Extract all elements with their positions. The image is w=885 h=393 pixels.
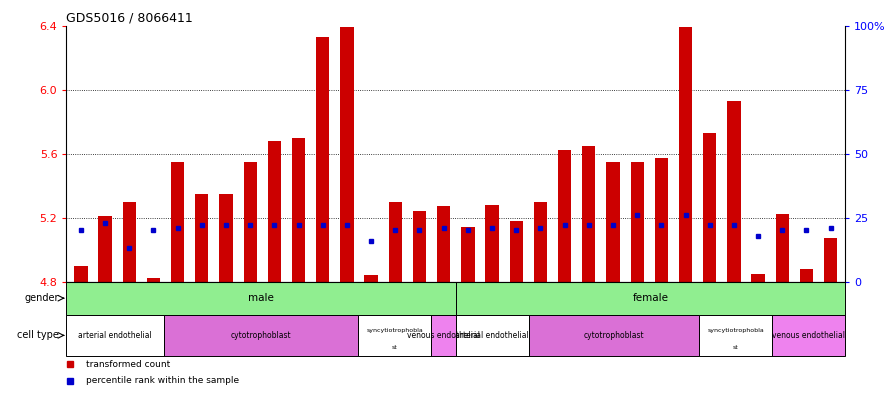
Bar <box>679 27 692 282</box>
Bar <box>630 162 643 282</box>
Text: cell type: cell type <box>17 331 59 340</box>
Bar <box>268 141 281 282</box>
Bar <box>437 206 450 282</box>
Bar <box>528 315 699 356</box>
Bar <box>655 158 668 282</box>
Text: percentile rank within the sample: percentile rank within the sample <box>86 376 239 385</box>
Text: arterial endothelial: arterial endothelial <box>78 331 152 340</box>
Bar <box>558 151 571 282</box>
Bar <box>432 315 456 356</box>
Bar <box>365 275 378 282</box>
Text: transformed count: transformed count <box>86 360 170 369</box>
Bar <box>727 101 741 282</box>
Bar <box>412 211 427 282</box>
Bar <box>98 216 112 282</box>
Text: gender: gender <box>25 293 59 303</box>
Bar <box>66 282 456 315</box>
Bar <box>461 227 474 282</box>
Text: GDS5016 / 8066411: GDS5016 / 8066411 <box>66 11 193 24</box>
Bar <box>171 162 184 282</box>
Bar <box>703 133 716 282</box>
Bar <box>800 269 813 282</box>
Text: female: female <box>633 293 668 303</box>
Bar <box>485 205 499 282</box>
Bar <box>292 138 305 282</box>
Bar <box>699 315 772 356</box>
Text: arterial endothelial: arterial endothelial <box>456 331 529 340</box>
Bar <box>775 215 789 282</box>
Bar <box>316 37 329 282</box>
Bar <box>147 279 160 282</box>
Bar <box>164 315 358 356</box>
Bar <box>824 239 837 282</box>
Bar <box>534 202 547 282</box>
Bar <box>243 162 257 282</box>
Text: male: male <box>248 293 274 303</box>
Text: venous endothelial: venous endothelial <box>773 331 845 340</box>
Bar <box>358 315 431 356</box>
Text: syncytiotrophobla: syncytiotrophobla <box>707 328 764 333</box>
Bar <box>456 315 528 356</box>
Bar <box>66 315 164 356</box>
Bar <box>196 194 209 282</box>
Text: st: st <box>392 345 397 350</box>
Text: venous endothelial: venous endothelial <box>407 331 480 340</box>
Text: cytotrophoblast: cytotrophoblast <box>231 331 291 340</box>
Bar <box>219 194 233 282</box>
Bar <box>772 315 845 356</box>
Bar <box>123 202 136 282</box>
Text: st: st <box>733 345 738 350</box>
Bar <box>341 27 354 282</box>
Bar <box>74 266 88 282</box>
Bar <box>582 145 596 282</box>
Text: syncytiotrophobla: syncytiotrophobla <box>366 328 423 333</box>
Bar <box>606 162 619 282</box>
Bar <box>751 274 765 282</box>
Bar <box>389 202 402 282</box>
Bar <box>456 282 845 315</box>
Bar <box>510 221 523 282</box>
Text: cytotrophoblast: cytotrophoblast <box>583 331 644 340</box>
